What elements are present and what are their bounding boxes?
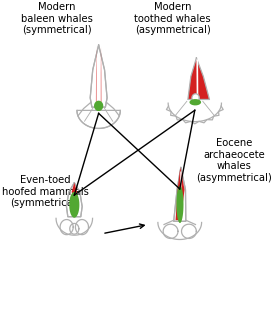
Polygon shape — [182, 224, 196, 238]
Polygon shape — [163, 224, 178, 238]
Polygon shape — [175, 167, 185, 220]
Polygon shape — [188, 58, 210, 100]
Polygon shape — [94, 101, 103, 111]
Polygon shape — [60, 219, 73, 235]
Polygon shape — [189, 99, 201, 105]
Polygon shape — [177, 186, 183, 223]
Text: Even-toed
hoofed mammals
(symmetrical): Even-toed hoofed mammals (symmetrical) — [2, 175, 89, 208]
Polygon shape — [168, 103, 221, 122]
Polygon shape — [67, 183, 82, 217]
Polygon shape — [174, 167, 186, 221]
Polygon shape — [192, 94, 199, 102]
Text: Modern
baleen whales
(symmetrical): Modern baleen whales (symmetrical) — [21, 2, 93, 35]
Polygon shape — [90, 45, 107, 107]
Text: Modern
toothed whales
(asymmetrical): Modern toothed whales (asymmetrical) — [134, 2, 211, 35]
Polygon shape — [69, 192, 79, 218]
Polygon shape — [158, 223, 202, 240]
Text: Eocene
archaeocete
whales
(asymmetrical): Eocene archaeocete whales (asymmetrical) — [196, 138, 272, 183]
Polygon shape — [72, 183, 77, 195]
Polygon shape — [70, 224, 79, 234]
Polygon shape — [75, 219, 89, 235]
Polygon shape — [96, 46, 97, 102]
Polygon shape — [77, 110, 120, 128]
Polygon shape — [56, 218, 93, 235]
